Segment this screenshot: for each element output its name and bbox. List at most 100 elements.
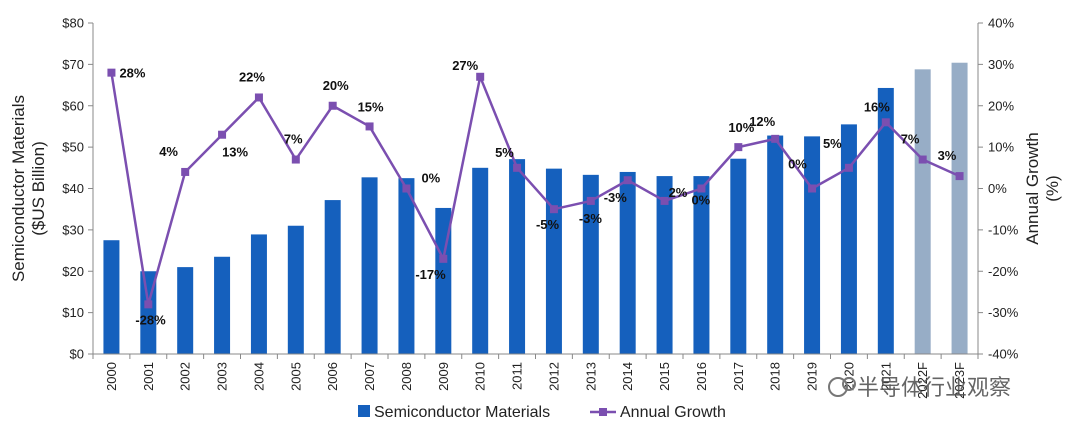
right-tick-label: -30% xyxy=(988,305,1019,320)
bar-2000 xyxy=(103,240,120,354)
x-tick-label: 2006 xyxy=(325,362,340,391)
growth-label-2011: 5% xyxy=(495,145,514,160)
growth-label-2019: 0% xyxy=(788,157,807,172)
growth-point-2021 xyxy=(881,118,890,127)
bar-2021 xyxy=(877,87,894,355)
bar-2013 xyxy=(582,174,599,354)
x-tick-label: 2005 xyxy=(288,362,303,391)
x-tick-label: 2020 xyxy=(841,362,856,391)
x-tick-label: 2003 xyxy=(215,362,230,391)
right-tick-label: -10% xyxy=(988,222,1019,237)
x-tick-label: 2019 xyxy=(805,362,820,391)
growth-label-2000: 28% xyxy=(119,66,145,81)
x-tick-label: 2010 xyxy=(473,362,488,391)
left-tick-label: $80 xyxy=(62,16,84,31)
x-tick-label: 2015 xyxy=(657,362,672,391)
growth-point-2016 xyxy=(697,184,706,193)
growth-label-2021: 16% xyxy=(864,99,890,114)
left-tick-label: $30 xyxy=(62,222,84,237)
growth-point-2022F xyxy=(918,155,927,164)
growth-label-2017: 10% xyxy=(728,120,754,135)
bar-2020 xyxy=(840,124,857,355)
left-tick-label: $60 xyxy=(62,98,84,113)
growth-label-2005: 7% xyxy=(284,132,303,147)
bar-2003 xyxy=(214,256,231,354)
left-tick-label: $10 xyxy=(62,305,84,320)
legend-bar-label: Semiconductor Materials xyxy=(374,404,550,421)
growth-point-2018 xyxy=(771,134,780,143)
growth-label-2010: 27% xyxy=(452,58,478,73)
bar-2022F xyxy=(914,69,931,354)
growth-point-2002 xyxy=(181,167,190,176)
right-tick-label: 10% xyxy=(988,140,1014,155)
x-tick-label: 2016 xyxy=(694,362,709,391)
growth-point-2017 xyxy=(734,143,743,152)
bar-2011 xyxy=(509,159,526,354)
growth-label-2003: 13% xyxy=(222,145,248,160)
x-tick-label: 2011 xyxy=(510,362,525,390)
bar-2002 xyxy=(177,267,194,354)
growth-point-2011 xyxy=(513,163,522,172)
left-y-axis: $0 $10 $20 $30 $40 $50 $60 $70 $80 Semiconductor … xyxy=(9,16,94,362)
watermark-text: 半导体行业观察 xyxy=(857,376,1011,401)
growth-label-2020: 5% xyxy=(823,136,842,151)
bar-2007 xyxy=(361,177,378,354)
watermark-logo-icon-inner xyxy=(842,377,856,391)
growth-label-2016: 0% xyxy=(691,193,710,208)
growth-point-2003 xyxy=(218,130,227,139)
growth-point-2008 xyxy=(402,184,411,193)
right-tick-label: 20% xyxy=(988,98,1014,113)
growth-label-2014: -3% xyxy=(604,190,628,205)
right-tick-label: -20% xyxy=(988,264,1019,279)
right-tick-label: -40% xyxy=(988,347,1019,362)
legend: Semiconductor Materials Annual Growth xyxy=(358,404,726,421)
growth-point-2015 xyxy=(660,196,669,205)
x-tick-label: 2001 xyxy=(141,362,156,391)
bar-2015 xyxy=(656,176,673,354)
legend-bar-swatch xyxy=(358,405,370,417)
bar-2008 xyxy=(398,178,415,354)
growth-label-2009: -17% xyxy=(415,267,446,282)
x-tick-label: 2007 xyxy=(362,362,377,391)
growth-point-2001 xyxy=(144,300,153,309)
left-tick-label: $20 xyxy=(62,264,84,279)
growth-label-2001: -28% xyxy=(135,312,166,327)
left-axis-title: Semiconductor Materials($US Billion) xyxy=(9,95,48,282)
growth-label-2018: 12% xyxy=(749,114,775,129)
x-tick-label: 2009 xyxy=(436,362,451,391)
growth-label-2013: -3% xyxy=(579,211,603,226)
growth-point-2005 xyxy=(291,155,300,164)
legend-line-label: Annual Growth xyxy=(620,404,726,421)
x-tick-label: 2002 xyxy=(178,362,193,391)
growth-label-2022F: 7% xyxy=(901,132,920,147)
left-tick-label: $50 xyxy=(62,140,84,155)
growth-point-2020 xyxy=(844,163,853,172)
watermark-logo-icon xyxy=(828,377,848,397)
growth-point-2014 xyxy=(623,176,632,185)
bar-2016 xyxy=(693,176,710,354)
plot-area xyxy=(103,62,968,355)
bar-2010 xyxy=(472,167,489,354)
growth-label-2008: 0% xyxy=(421,171,440,186)
x-tick-label: 2017 xyxy=(731,362,746,391)
growth-point-2010 xyxy=(476,72,485,81)
growth-label-2012: -5% xyxy=(536,217,560,232)
bar-2018 xyxy=(767,135,784,354)
growth-point-2000 xyxy=(107,68,116,77)
growth-label-2002: 4% xyxy=(159,144,178,159)
left-tick-label: $70 xyxy=(62,57,84,72)
x-tick-label: 2012 xyxy=(546,362,561,391)
bar-2004 xyxy=(250,234,267,354)
growth-point-2006 xyxy=(328,101,337,110)
growth-point-2004 xyxy=(254,93,263,102)
left-tick-label: $0 xyxy=(70,347,84,362)
right-tick-label: 40% xyxy=(988,16,1014,31)
growth-point-2023F xyxy=(955,172,964,181)
bar-2017 xyxy=(730,158,747,354)
x-tick-label: 2023F xyxy=(952,362,967,399)
growth-point-2019 xyxy=(808,184,817,193)
growth-point-2009 xyxy=(439,254,448,263)
growth-label-2004: 22% xyxy=(239,69,265,84)
growth-label-2006: 20% xyxy=(323,78,349,93)
